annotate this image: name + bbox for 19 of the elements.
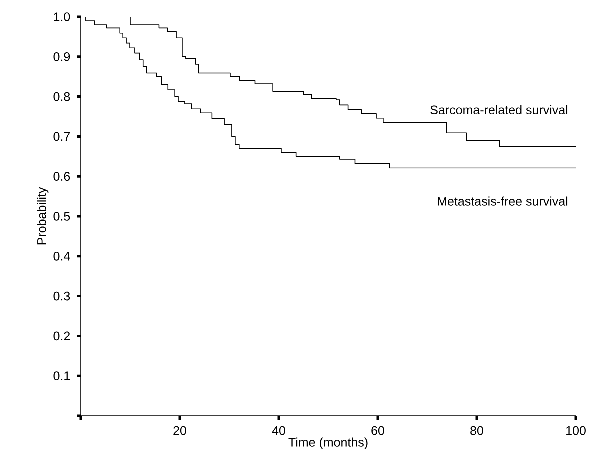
- y-tick-label: 0.3: [54, 292, 70, 301]
- x-tick-label: 40: [272, 426, 286, 436]
- y-tick-label: 0.6: [54, 172, 70, 182]
- y-tick-label: 0.4: [54, 252, 70, 261]
- series-label: Sarcoma-related survival: [430, 105, 568, 115]
- y-axis-title: Probability: [37, 187, 49, 245]
- y-tick-label: 1.0: [54, 12, 70, 22]
- text: Metastasis-free survival: [438, 196, 568, 206]
- y-tick-label: 0.2: [54, 332, 70, 341]
- y-tick-label: 0.5: [54, 212, 70, 221]
- x-tick-label: 20: [174, 426, 186, 436]
- x-axis-title: Time (months): [288, 438, 368, 450]
- y-tick-label: 0.7: [54, 132, 70, 142]
- y-tick-label: 0.1: [54, 372, 70, 381]
- x-tick-label: 60: [372, 426, 384, 436]
- x-tick-label: 80: [470, 426, 484, 436]
- y-tick-label: 0.8: [54, 92, 70, 102]
- x-tick-label: 100: [566, 426, 586, 436]
- y-tick-label: 0.9: [54, 52, 70, 62]
